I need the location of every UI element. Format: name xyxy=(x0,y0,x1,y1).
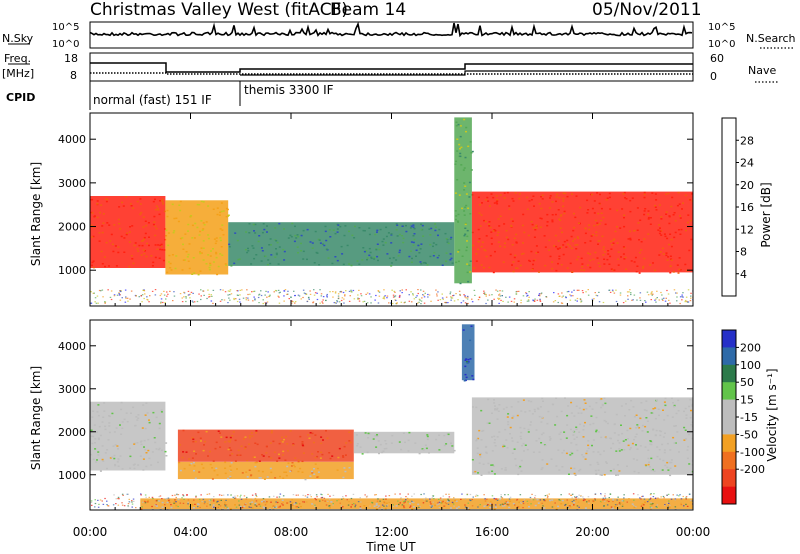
velocity-panel: 1000 2000 3000 4000 Slant Range [km] 200 100… xyxy=(29,319,779,511)
colorbar-tick-label: 200 xyxy=(740,341,761,354)
colorbar-swatch xyxy=(722,347,736,366)
date-title: 05/Nov/2011 xyxy=(592,0,702,20)
colorbar-tick-label: 24 xyxy=(740,157,754,170)
nave-upper-trace xyxy=(240,70,693,76)
velocity-colorbar-label: Velocity [m s⁻¹] xyxy=(765,368,779,461)
y-tick-label: 1000 xyxy=(58,469,86,482)
cpid-segment-2: themis 3300 IF xyxy=(244,83,334,97)
velocity-ylabel: Slant Range [km] xyxy=(29,366,43,470)
freq-trace xyxy=(90,62,693,73)
y-tick-label: 4000 xyxy=(58,133,86,146)
colorbar-swatch xyxy=(722,434,736,453)
nave-tick-bottom: 0 xyxy=(710,70,717,83)
colorbar-swatch xyxy=(722,330,736,348)
colorbar-tick-label: 20 xyxy=(740,179,754,192)
nsky-tick-top: 10^5 xyxy=(52,22,79,33)
colorbar-tick-label: 8 xyxy=(740,246,747,259)
colorbar-swatch xyxy=(722,364,736,383)
scatter-region-2 xyxy=(228,222,455,266)
power-axes: 1000 2000 3000 4000 xyxy=(58,113,694,306)
x-axis-label: Time UT xyxy=(365,540,416,554)
x-axis-ticks: 00:00 04:00 08:00 12:00 16:00 20:00 00:00 xyxy=(73,525,711,539)
power-data-layer xyxy=(90,117,693,305)
colorbar-tick-label: 100 xyxy=(740,359,761,372)
scatter-region-4 xyxy=(471,191,693,273)
colorbar-tick-label: 4 xyxy=(740,268,747,281)
colorbar-tick-label: 15 xyxy=(740,394,754,407)
nsearch-tick-bottom: 10^0 xyxy=(708,39,735,50)
station-title: Christmas Valley West (fitACF) xyxy=(90,0,349,20)
scatter-region-1 xyxy=(165,200,229,275)
freq-label: Freq. xyxy=(4,52,31,65)
colorbar-tick-label: -50 xyxy=(740,428,758,441)
freq-tick-top: 18 xyxy=(64,52,78,65)
nsky-label: N.Sky xyxy=(2,32,34,45)
velocity-axes: 1000 2000 3000 4000 xyxy=(58,320,694,510)
colorbar-tick-label: 12 xyxy=(740,223,754,236)
y-tick-label: 2000 xyxy=(58,221,86,234)
nsky-panel: N.Sky 10^5 10^0 10^5 10^0 N.Search xyxy=(2,21,796,50)
power-panel: 1000 2000 3000 4000 Slant Range [km] 4 8 12 16… xyxy=(29,112,773,307)
scatter-region-6 xyxy=(140,498,693,510)
freq-panel: Freq. [MHz] 18 8 60 0 Nave xyxy=(2,52,778,83)
x-tick-label: 20:00 xyxy=(575,525,610,539)
x-tick-label: 16:00 xyxy=(475,525,510,539)
beam-title: Beam 14 xyxy=(330,0,407,20)
nsearch-tick-top: 10^5 xyxy=(708,22,735,33)
x-tick-label: 12:00 xyxy=(374,525,409,539)
power-colorbar: 4 8 12 16 20 24 28 xyxy=(721,117,754,297)
scatter-region-3 xyxy=(454,117,472,284)
y-tick-label: 4000 xyxy=(58,340,86,353)
freq-tick-bottom: 8 xyxy=(70,69,77,82)
nsearch-label: N.Search xyxy=(746,32,796,45)
nave-label: Nave xyxy=(748,64,776,77)
colorbar-swatch xyxy=(722,451,736,470)
colorbar-swatch xyxy=(722,417,736,435)
colorbar-swatch xyxy=(722,382,736,400)
velocity-data-layer xyxy=(90,324,693,510)
nsky-trace xyxy=(89,21,693,38)
nave-tick-top: 60 xyxy=(710,52,724,65)
y-tick-label: 2000 xyxy=(58,426,86,439)
freq-unit-label: [MHz] xyxy=(2,67,34,80)
colorbar-tick-label: -15 xyxy=(740,411,758,424)
cpid-label: CPID xyxy=(6,91,35,104)
nave-trace xyxy=(90,72,693,75)
x-tick-label: 00:00 xyxy=(73,525,108,539)
colorbar-tick-label: 50 xyxy=(740,376,754,389)
colorbar-tick-label: -100 xyxy=(740,446,765,459)
scatter-region-0 xyxy=(90,196,166,268)
y-tick-label: 3000 xyxy=(58,383,86,396)
y-tick-label: 3000 xyxy=(58,177,86,190)
velocity-colorbar: 200 100 50 15 -15 -50 -100 -200 xyxy=(721,329,765,505)
colorbar-tick-label: -200 xyxy=(740,463,765,476)
scatter-region-1 xyxy=(177,429,354,462)
colorbar-tick-label: 28 xyxy=(740,134,754,147)
nsky-tick-bottom: 10^0 xyxy=(52,39,79,50)
colorbar-tick-label: 16 xyxy=(740,201,754,214)
scatter-region-4 xyxy=(461,324,475,381)
scatter-region-2 xyxy=(177,461,354,480)
cpid-segment-1: normal (fast) 151 IF xyxy=(93,93,212,107)
colorbar-swatch xyxy=(722,486,736,505)
colorbar-swatch xyxy=(722,399,736,418)
x-tick-label: 08:00 xyxy=(274,525,309,539)
power-ylabel: Slant Range [km] xyxy=(29,162,43,266)
cpid-panel: CPID normal (fast) 151 IF themis 3300 IF xyxy=(6,81,334,110)
x-tick-label: 00:00 xyxy=(676,525,711,539)
colorbar-swatch xyxy=(722,469,736,487)
x-tick-label: 04:00 xyxy=(173,525,208,539)
power-colorbar-label: Power [dB] xyxy=(759,182,773,247)
y-tick-label: 1000 xyxy=(58,264,86,277)
